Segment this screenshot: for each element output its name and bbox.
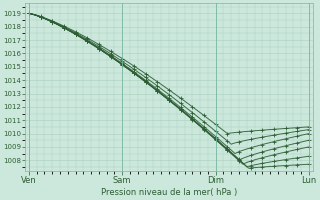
- X-axis label: Pression niveau de la mer( hPa ): Pression niveau de la mer( hPa ): [101, 188, 237, 197]
